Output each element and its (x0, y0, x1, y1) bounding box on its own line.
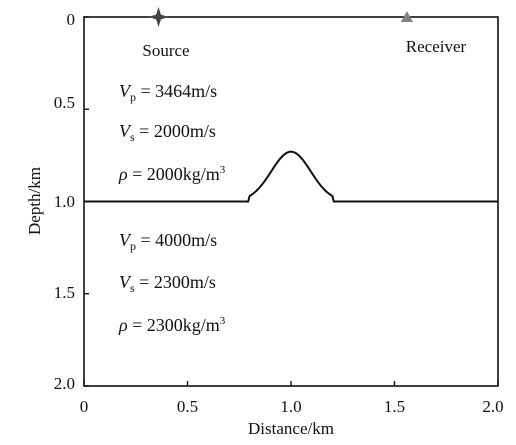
upper-rho-symbol: ρ (118, 164, 128, 184)
lower-vs-subscript: s (130, 281, 135, 295)
source-label: Source (142, 41, 189, 60)
lower-rho-value: = 2300kg/m (128, 315, 220, 335)
y-tick-label: 1.5 (54, 283, 75, 302)
x-tick-label: 0 (80, 397, 89, 416)
y-tick-label: 0.5 (54, 93, 75, 112)
x-tick-marks (83, 381, 499, 386)
y-tick-label: 2.0 (54, 374, 75, 393)
lower-vs-label: Vs = 2300m/s (119, 272, 216, 295)
lower-vp-label: Vp = 4000m/s (119, 230, 217, 253)
upper-rho-superscript: 3 (220, 164, 226, 176)
lower-vp-value: = 4000m/s (136, 230, 217, 250)
x-axis-title: Distance/km (248, 419, 334, 438)
star-icon (148, 7, 169, 27)
triangle-icon (400, 11, 413, 22)
layer-interface-line (84, 150, 498, 203)
x-tick-label: 1.5 (384, 397, 405, 416)
upper-vs-symbol: V (119, 121, 132, 141)
upper-vp-label: Vp = 3464m/s (119, 81, 217, 104)
lower-vp-symbol: V (119, 230, 132, 250)
x-tick-label: 1.0 (280, 397, 301, 416)
receiver-label: Receiver (406, 37, 467, 56)
y-axis-title: Depth/km (25, 167, 44, 235)
lower-rho-label: ρ = 2300kg/m3 (118, 315, 226, 335)
x-tick-label: 2.0 (482, 397, 503, 416)
y-tick-label: 0 (67, 10, 76, 29)
upper-vs-subscript: s (130, 130, 135, 144)
y-tick-label: 1.0 (54, 192, 75, 211)
lower-vp-subscript: p (130, 239, 136, 253)
upper-vs-label: Vs = 2000m/s (119, 121, 216, 144)
upper-vp-subscript: p (130, 90, 136, 104)
x-tick-label: 0.5 (177, 397, 198, 416)
upper-vp-symbol: V (119, 81, 132, 101)
upper-rho-label: ρ = 2000kg/m3 (118, 164, 226, 184)
lower-rho-symbol: ρ (118, 315, 128, 335)
lower-rho-superscript: 3 (220, 315, 226, 327)
upper-rho-value: = 2000kg/m (128, 164, 220, 184)
lower-vs-value: = 2300m/s (135, 272, 216, 292)
lower-vs-symbol: V (119, 272, 132, 292)
upper-vs-value: = 2000m/s (135, 121, 216, 141)
upper-vp-value: = 3464m/s (136, 81, 217, 101)
